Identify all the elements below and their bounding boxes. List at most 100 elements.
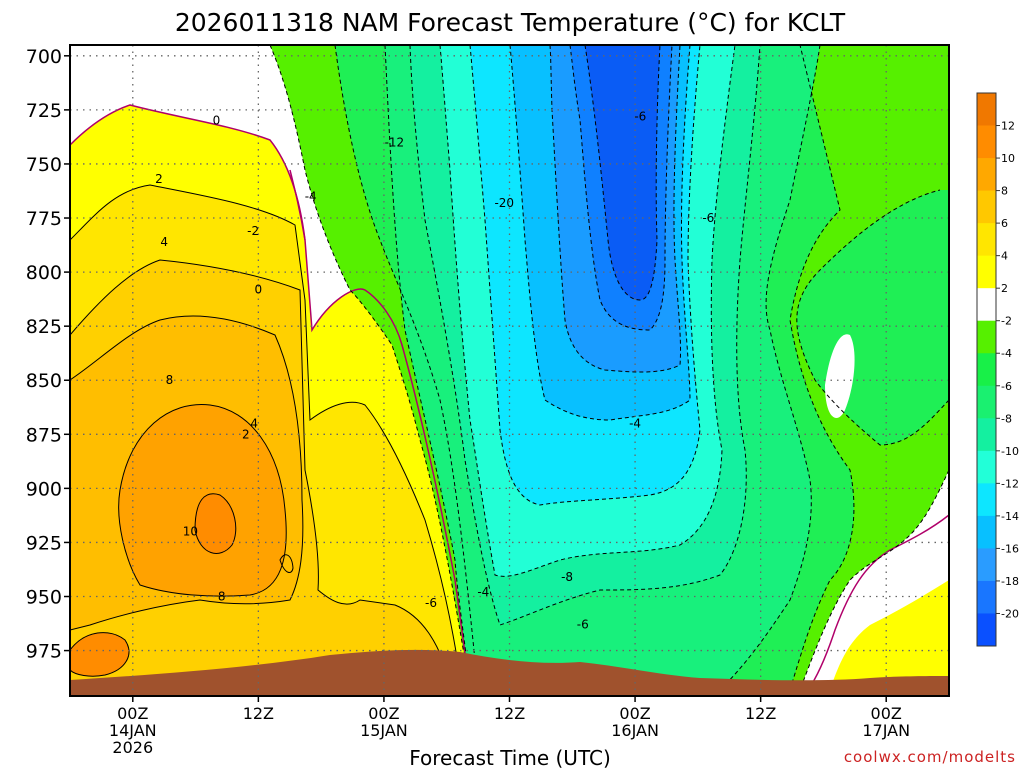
fill-above-10 — [195, 493, 236, 554]
fill-above-2-right — [830, 580, 949, 690]
contour-6 — [70, 315, 304, 631]
colorbar-label: 8 — [1001, 185, 1008, 198]
x-tick-date: 15JAN — [360, 721, 408, 740]
contour-m4-b — [789, 45, 855, 691]
y-tick-label: 800 — [26, 262, 62, 284]
contour-m4 — [334, 45, 479, 691]
colorbar-label: -10 — [1001, 445, 1019, 458]
y-tick-label: 700 — [26, 46, 62, 68]
zero-contours — [70, 104, 949, 691]
colorbar-swatch-2 — [977, 158, 996, 192]
contour-0-mid — [289, 169, 306, 241]
contour-8-b — [279, 554, 294, 573]
chart-title: 2026011318 NAM Forecast Temperature (°C)… — [175, 8, 846, 37]
contour-label-4: 0 — [255, 282, 263, 296]
colorbar-label: -6 — [1001, 380, 1012, 393]
y-tick-label: 775 — [26, 208, 62, 230]
contour-label-8: -6 — [634, 109, 646, 123]
y-tick-label: 750 — [26, 154, 62, 176]
colorbar-swatch-5 — [977, 255, 996, 289]
colorbar-swatch-16 — [977, 613, 996, 647]
contour-m2-right — [799, 469, 949, 691]
contour-label-19: -6 — [577, 618, 589, 632]
contour-label-3: 4 — [160, 235, 168, 249]
x-tick-label: 12Z — [745, 704, 776, 723]
colorbar-label: 4 — [1001, 250, 1008, 263]
y-tick-label: 900 — [26, 478, 62, 500]
contour-m10 — [439, 45, 736, 577]
contour-m6 — [384, 45, 471, 691]
contour-label-13: -4 — [629, 416, 641, 430]
contour-label-17: -4 — [477, 585, 489, 599]
colorbar-swatch-6 — [977, 288, 996, 322]
colorbar-swatch-4 — [977, 223, 996, 257]
y-axis: 700 725 750 775 800 825 850 875 900 925 950 975 — [26, 46, 70, 663]
contour-label-2: -2 — [247, 224, 259, 238]
y-tick-label: 950 — [26, 587, 62, 609]
contour-label-11: 2 — [242, 427, 250, 441]
fill-above-10-b — [70, 632, 129, 677]
colorbar-swatch-8 — [977, 353, 996, 387]
contour-label-9: -6 — [702, 211, 714, 225]
contour-label-12: 4 — [250, 416, 258, 430]
colorbar-label: -12 — [1001, 477, 1019, 490]
contour-m6-b — [719, 45, 821, 691]
cold-contours — [269, 45, 949, 691]
contour-0-right — [807, 514, 949, 691]
colorbar-label: 10 — [1001, 152, 1015, 165]
contour-8 — [118, 403, 287, 597]
terrain — [70, 649, 949, 696]
x-tick-date: 14JAN — [109, 721, 157, 740]
contour-4 — [70, 259, 453, 691]
contour-label-18: -6 — [425, 596, 437, 610]
y-tick-label: 875 — [26, 424, 62, 446]
contour-10-b — [70, 632, 130, 677]
contour-m12 — [469, 45, 701, 506]
contour-m20 — [584, 45, 661, 301]
contour-m18 — [569, 45, 673, 331]
contour-label-5: -4 — [305, 189, 317, 203]
x-tick-label: 00Z — [871, 704, 902, 723]
y-tick-label: 850 — [26, 370, 62, 392]
colorbar-label: -14 — [1001, 510, 1019, 523]
contour-label-6: -12 — [385, 135, 405, 149]
colorbar-swatch-10 — [977, 418, 996, 452]
colorbar-swatch-14 — [977, 548, 996, 582]
contour-2 — [70, 184, 463, 691]
x-tick-label: 12Z — [494, 704, 525, 723]
contour-label-16: -8 — [561, 570, 573, 584]
contour-m2 — [269, 45, 471, 691]
x-tick-year: 2026 — [112, 738, 153, 757]
grid — [70, 45, 949, 696]
colorbar-frame — [976, 92, 997, 647]
colorbar-label: -2 — [1001, 315, 1012, 328]
fill-white-hole — [825, 334, 855, 418]
colorbar-swatch-7 — [977, 320, 996, 354]
x-tick-label: 00Z — [368, 704, 399, 723]
contour-label-0: 0 — [213, 114, 221, 128]
colorbar-label: -8 — [1001, 412, 1012, 425]
fill-below-20 — [585, 45, 660, 300]
x-tick-label: 00Z — [117, 704, 148, 723]
x-tick-label: 00Z — [619, 704, 650, 723]
colorbar-label: -20 — [1001, 607, 1019, 620]
warm-contours — [70, 184, 463, 691]
contour-label-15: 8 — [218, 590, 226, 604]
colorbar-label: 6 — [1001, 217, 1008, 230]
y-tick-label: 975 — [26, 641, 62, 663]
x-tick-date: 17JAN — [862, 721, 910, 740]
colorbar-label: -16 — [1001, 542, 1019, 555]
y-tick-label: 725 — [26, 100, 62, 122]
colorbar-label: -18 — [1001, 575, 1019, 588]
colorbar-label: 2 — [1001, 282, 1008, 295]
contour-label-14: 10 — [183, 525, 198, 539]
colorbar-swatch-9 — [977, 385, 996, 419]
contour-label-7: -20 — [494, 196, 514, 210]
contour-label-1: 2 — [155, 172, 163, 186]
contour-label-10: 8 — [166, 373, 174, 387]
x-tick-label: 12Z — [243, 704, 274, 723]
